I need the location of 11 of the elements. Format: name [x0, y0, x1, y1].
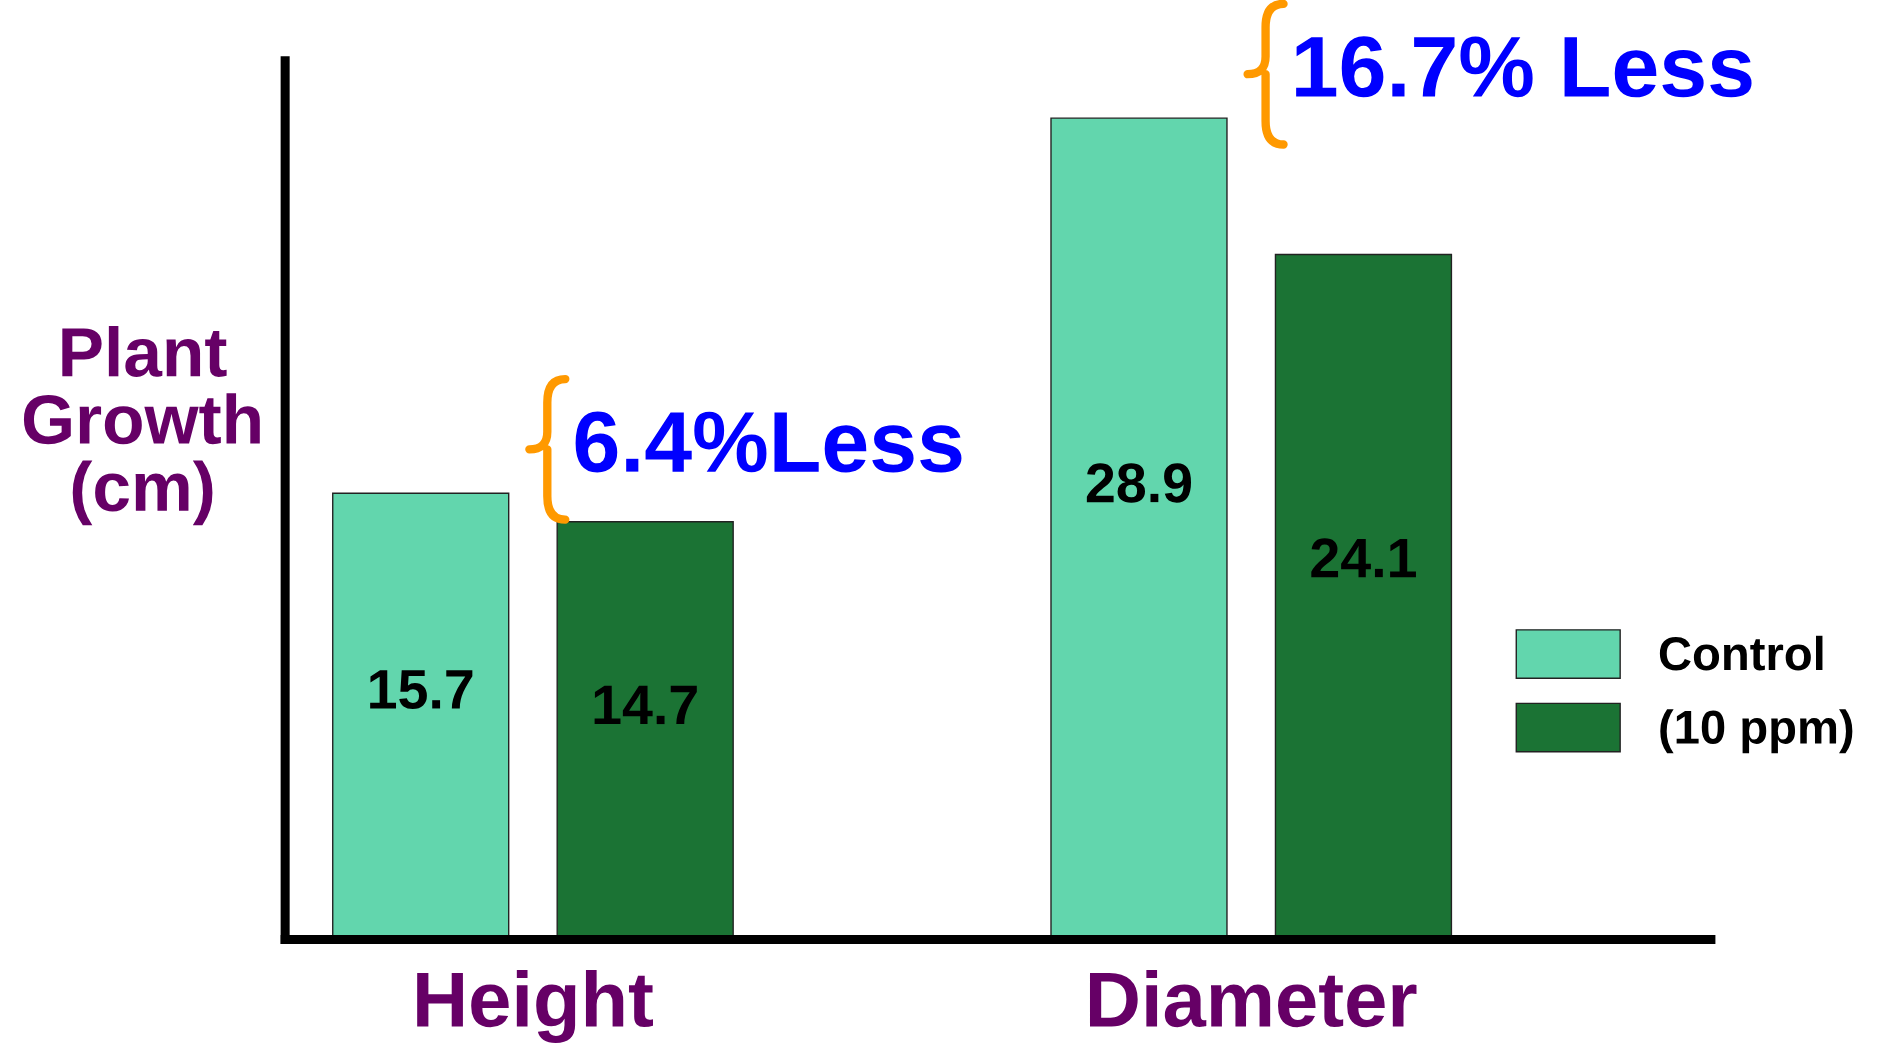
annotation: 6.4%Less — [575, 411, 962, 473]
x-tick-label: Diameter — [1089, 970, 1417, 1028]
data-label: 24.1 — [1311, 538, 1416, 578]
data-label: 28.9 — [1086, 463, 1191, 503]
text: 16.7% Less — [1296, 36, 1752, 98]
data-label: 15.7 — [370, 670, 473, 710]
y-axis-title: Plant Growth (cm) — [23, 325, 260, 526]
legend-label: Control — [1659, 635, 1823, 671]
x-tick-label: Height — [417, 970, 653, 1043]
data-label: 14.7 — [594, 685, 697, 725]
legend-label: (10 ppm) — [1660, 709, 1853, 754]
